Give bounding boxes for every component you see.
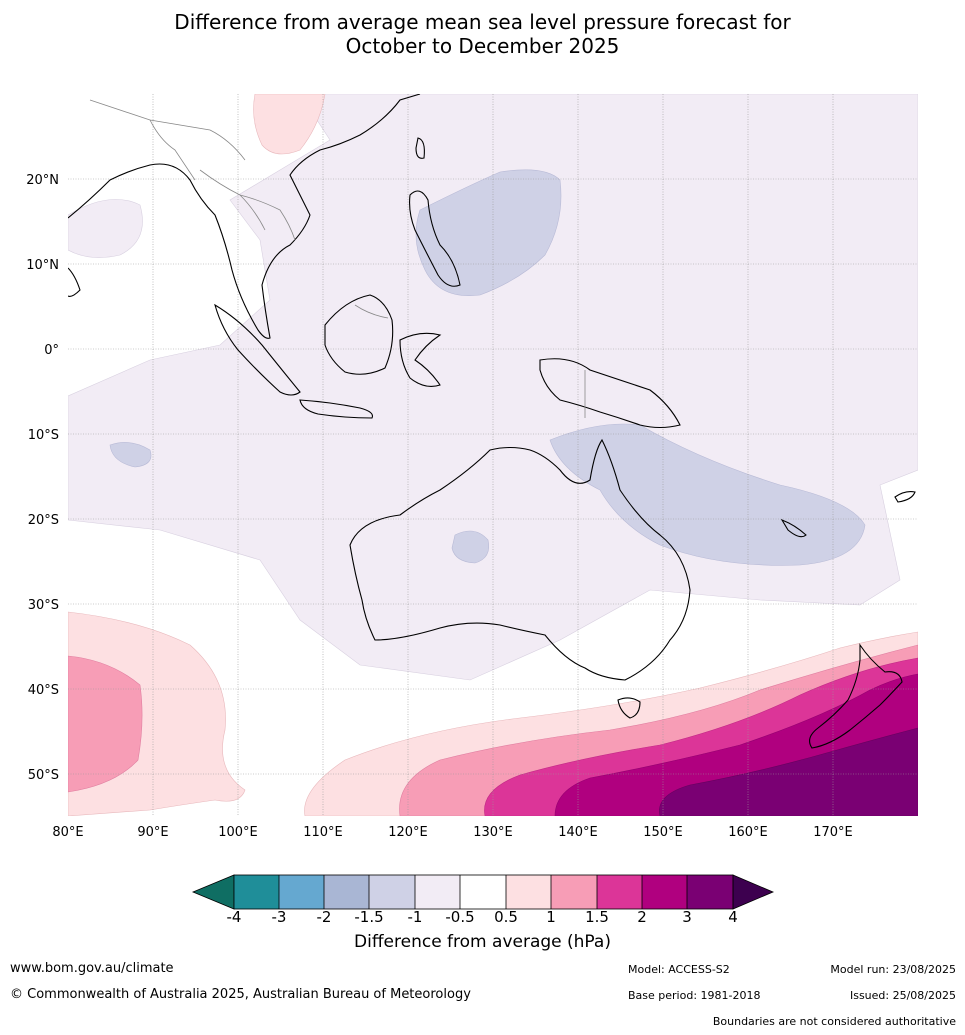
colorbar-swatch-9 [597,875,642,909]
lat-label-30s: 30°S [28,598,59,613]
colorbar-label-10: 2 [637,908,647,926]
anomaly-region-sw-indian-mid [68,655,143,793]
lat-label-50s: 50°S [28,768,59,783]
java-coastline [299,399,374,419]
colorbar-label-3: -2 [317,908,332,926]
colorbar-outline [233,874,734,910]
website-link[interactable]: www.bom.gov.au/climate [10,961,174,976]
colorbar-label-8: 1 [546,908,556,926]
lon-label-80: 80°E [52,825,83,840]
colorbar-arrow-low [191,874,235,910]
colorbar-swatch-8 [551,875,597,909]
borneo-coastline [324,294,394,375]
anomaly-region-southern-ocean-max [659,727,918,816]
sulawesi-coastline [399,332,442,387]
colorbar-swatch-5 [415,875,460,909]
anomaly-region-south-china [253,94,326,155]
anomaly-region-indian-ocean [109,442,152,468]
colorbar: -4 -3 -2 -1.5 -1 -0.5 0.5 1 1.5 2 3 4 [191,874,775,926]
boundaries-disclaimer: Boundaries are not considered authoritat… [712,1015,956,1028]
country-borders [89,99,586,418]
lon-label-150: 150°E [643,825,683,840]
coastlines [68,94,916,749]
colorbar-arrow-high [732,874,775,910]
colorbar-swatch-6 [460,875,506,909]
asia-coastline [68,94,421,339]
lon-label-110: 110°E [303,825,343,840]
lat-label-20s: 20°S [28,513,59,528]
map-title: Difference from average mean sea level p… [0,10,965,58]
colorbar-label-6: -0.5 [445,908,474,926]
lon-label-120: 120°E [388,825,428,840]
lon-label-140: 140°E [558,825,598,840]
lat-label-10n: 10°N [26,258,59,273]
lon-label-90: 90°E [137,825,168,840]
colorbar-swatch-1 [234,875,279,909]
colorbar-swatch-2 [279,875,324,909]
lat-label-20n: 20°N [26,173,59,188]
colorbar-swatch-7 [506,875,551,909]
colorbar-swatch-11 [687,875,733,909]
new-zealand-coastline [809,643,903,749]
title-line-1: Difference from average mean sea level p… [174,10,791,34]
anomaly-region-neg-small-west [68,199,143,258]
colorbar-label-7: 0.5 [494,908,518,926]
fiji-coastline [894,491,916,503]
lon-label-130: 130°E [473,825,513,840]
base-period: Base period: 1981-2018 [628,989,761,1002]
colorbar-label-9: 1.5 [585,908,609,926]
sumatra-coastline [214,303,301,396]
lon-label-160: 160°E [728,825,768,840]
colorbar-swatch-3 [324,875,369,909]
tasmania-coastline [617,697,641,719]
model-name: Model: ACCESS-S2 [628,963,730,976]
new-caledonia-coastline [780,518,807,538]
lon-label-170: 170°E [813,825,853,840]
title-line-2: October to December 2025 [345,34,620,58]
lat-label-40s: 40°S [28,683,59,698]
anomaly-region-philippines [415,169,562,296]
colorbar-label-1: -4 [227,908,242,926]
colorbar-label-5: -1 [408,908,423,926]
new-guinea-coastline [539,358,681,429]
colorbar-swatch-10 [642,875,687,909]
colorbar-title: Difference from average (hPa) [354,932,611,952]
colorbar-label-4: -1.5 [354,908,383,926]
latitude-labels: 20°N 10°N 0° 10°S 20°S 30°S 40°S 50°S [26,173,59,783]
colorbar-swatch-4 [369,875,415,909]
lat-label-0: 0° [44,343,59,358]
colorbar-label-12: 4 [728,908,738,926]
copyright-text: © Commonwealth of Australia 2025, Austra… [10,987,471,1002]
longitude-labels: 80°E 90°E 100°E 110°E 120°E 130°E 140°E … [52,825,852,840]
australia-coastline [349,438,691,681]
anomaly-region-central-australia [451,530,489,564]
taiwan-coastline [415,137,425,159]
colorbar-label-2: -3 [272,908,287,926]
lon-label-100: 100°E [218,825,258,840]
issued-date: Issued: 25/08/2025 [849,989,956,1002]
graticule [68,94,918,816]
philippines-coastline [409,190,461,287]
lat-label-10s: 10°S [28,428,59,443]
india-coastline [68,267,81,297]
model-run-date: Model run: 23/08/2025 [830,963,956,976]
colorbar-label-11: 3 [682,908,692,926]
